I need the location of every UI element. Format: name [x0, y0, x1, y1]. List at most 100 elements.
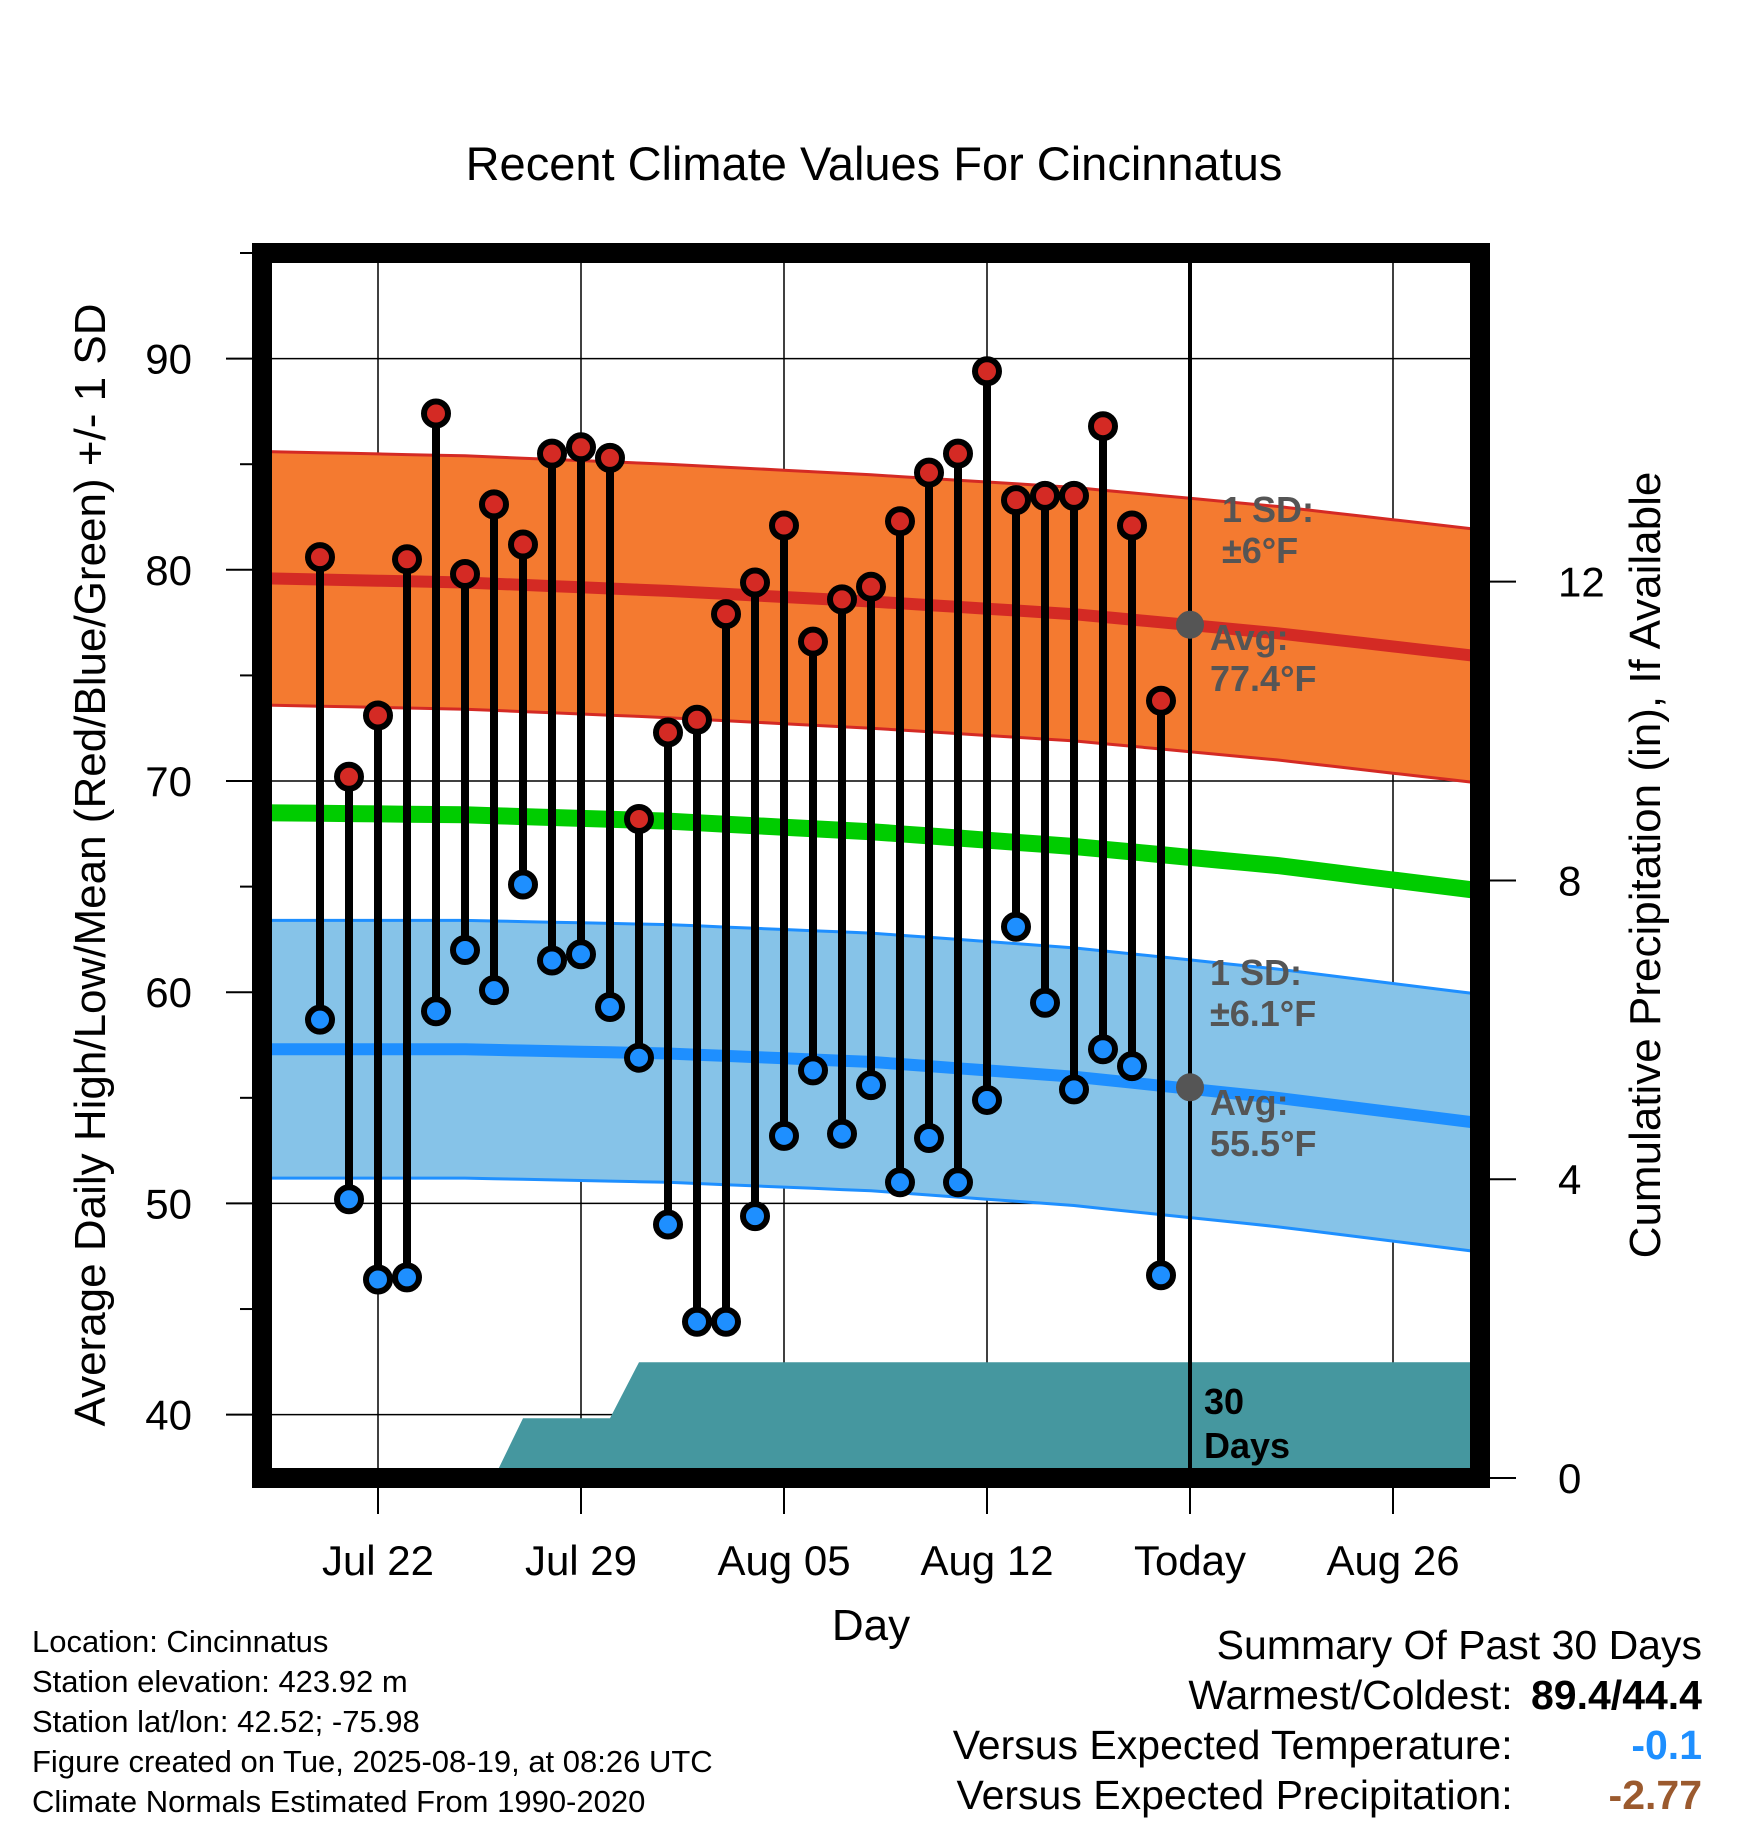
y2-tick-label: 12 — [1558, 559, 1605, 606]
daily-low-point — [914, 1122, 944, 1153]
low-avg-annotation: Avg: 55.5°F — [1210, 1082, 1316, 1164]
daily-low-point — [827, 1118, 857, 1149]
y2-tick-label: 4 — [1558, 1156, 1581, 1203]
period-annotation: 30 Days — [1204, 1381, 1290, 1466]
daily-low-point — [363, 1264, 393, 1295]
y-tick-label: 90 — [145, 336, 192, 383]
chart-title: Recent Climate Values For Cincinnatus — [466, 137, 1283, 190]
daily-low-point — [392, 1262, 422, 1293]
daily-low-point — [1059, 1074, 1089, 1105]
temp-deviation-label: Versus Expected Temperature: — [952, 1722, 1513, 1768]
x-tick-label: Jul 29 — [525, 1537, 637, 1584]
high-sd-value: ±6°F — [1222, 530, 1298, 571]
today-avg-low-marker — [1176, 1073, 1204, 1102]
precip-deviation-label: Versus Expected Precipitation: — [956, 1772, 1513, 1818]
daily-low-point — [798, 1055, 828, 1086]
summary-precip: Versus Expected Precipitation: -2.77 — [953, 1770, 1703, 1820]
low-sd-band-lower-edge — [262, 1176, 1481, 1254]
daily-high-point — [537, 438, 567, 469]
daily-high-point — [624, 804, 654, 835]
high-sd-annotation: 1 SD: ±6°F — [1222, 489, 1314, 571]
x-tick-label: Aug 26 — [1326, 1537, 1459, 1584]
y-axis-label: Average Daily High/Low/Mean (Red/Blue/Gr… — [66, 304, 115, 1427]
location-text: Location: Cincinnatus — [32, 1624, 329, 1659]
high-avg-label: Avg: — [1210, 617, 1289, 658]
daily-high-point — [1030, 480, 1060, 511]
daily-low-point — [1001, 911, 1031, 942]
daily-low-point — [537, 945, 567, 976]
daily-low-point — [305, 1004, 335, 1035]
daily-low-point — [479, 975, 509, 1006]
normals-text: Climate Normals Estimated From 1990-2020 — [32, 1784, 646, 1819]
daily-high-point — [508, 529, 538, 560]
station-metadata: Location: Cincinnatus Station elevation:… — [32, 1622, 713, 1822]
daily-high-point — [1117, 510, 1147, 541]
daily-high-point — [421, 398, 451, 429]
precip-deviation-value: -2.77 — [1608, 1772, 1702, 1818]
precipitation-area — [262, 1362, 1480, 1478]
temp-deviation-value: -0.1 — [1631, 1722, 1702, 1768]
daily-high-point — [392, 544, 422, 575]
daily-high-point — [450, 559, 480, 590]
daily-high-point — [740, 567, 770, 598]
daily-high-point — [914, 457, 944, 488]
daily-low-point — [595, 992, 625, 1023]
daily-low-point — [653, 1209, 683, 1240]
daily-high-point — [479, 489, 509, 520]
daily-high-point — [856, 571, 886, 602]
x-axis-label: Day — [832, 1601, 910, 1650]
x-tick-label: Aug 12 — [920, 1537, 1053, 1584]
today-avg-high-marker — [1176, 610, 1204, 639]
right-axis: 0 4 8 12 — [1490, 559, 1605, 1502]
daily-low-point — [566, 939, 596, 970]
high-avg-annotation: Avg: 77.4°F — [1210, 617, 1316, 699]
daily-low-point — [769, 1120, 799, 1151]
left-axis: 40 50 60 70 80 90 — [145, 252, 252, 1439]
latlon-text: Station lat/lon: 42.52; -75.98 — [32, 1704, 420, 1739]
daily-low-point — [508, 869, 538, 900]
daily-low-point — [943, 1167, 973, 1198]
high-sd-label: 1 SD: — [1222, 489, 1314, 530]
daily-high-point — [595, 442, 625, 473]
daily-low-point — [856, 1070, 886, 1101]
low-sd-value: ±6.1°F — [1210, 993, 1316, 1034]
high-sd-band-upper-edge — [261, 450, 1481, 532]
elevation-text: Station elevation: 423.92 m — [32, 1664, 408, 1699]
daily-low-point — [334, 1184, 364, 1215]
y2-tick-label: 8 — [1558, 857, 1581, 904]
daily-low-point — [1146, 1260, 1176, 1291]
daily-high-point — [769, 510, 799, 541]
daily-low-point — [1088, 1034, 1118, 1065]
daily-high-point — [885, 506, 915, 537]
daily-high-point — [363, 700, 393, 731]
y-tick-label: 70 — [145, 758, 192, 805]
summary-temp: Versus Expected Temperature: -0.1 — [953, 1720, 1702, 1770]
daily-low-point — [1030, 987, 1060, 1018]
daily-low-point — [682, 1306, 712, 1337]
summary-panel: Summary Of Past 30 Days Warmest/Coldest:… — [953, 1620, 1702, 1820]
low-sd-label: 1 SD: — [1210, 952, 1302, 993]
period-number: 30 — [1204, 1381, 1244, 1422]
y-tick-label: 50 — [145, 1180, 192, 1227]
precip-area — [262, 1362, 1190, 1478]
daily-low-point — [972, 1084, 1002, 1115]
y-tick-label: 60 — [145, 969, 192, 1016]
daily-high-point — [566, 432, 596, 463]
created-text: Figure created on Tue, 2025-08-19, at 08… — [32, 1744, 713, 1779]
daily-high-point — [943, 438, 973, 469]
low-avg-value: 55.5°F — [1210, 1123, 1316, 1164]
daily-low-point — [624, 1042, 654, 1073]
daily-low-point — [711, 1306, 741, 1337]
high-avg-value: 77.4°F — [1210, 658, 1316, 699]
low-sd-annotation: 1 SD: ±6.1°F — [1210, 952, 1316, 1034]
precip-area-extension — [1190, 1362, 1480, 1478]
daily-low-point — [885, 1167, 915, 1198]
y-tick-label: 40 — [145, 1392, 192, 1439]
warm-cold-value: 89.4/44.4 — [1531, 1672, 1702, 1718]
daily-high-point — [1001, 485, 1031, 516]
daily-low-point — [450, 934, 480, 965]
plot-frame — [252, 243, 1490, 1488]
y2-tick-label: 0 — [1558, 1455, 1581, 1502]
daily-high-point — [653, 717, 683, 748]
